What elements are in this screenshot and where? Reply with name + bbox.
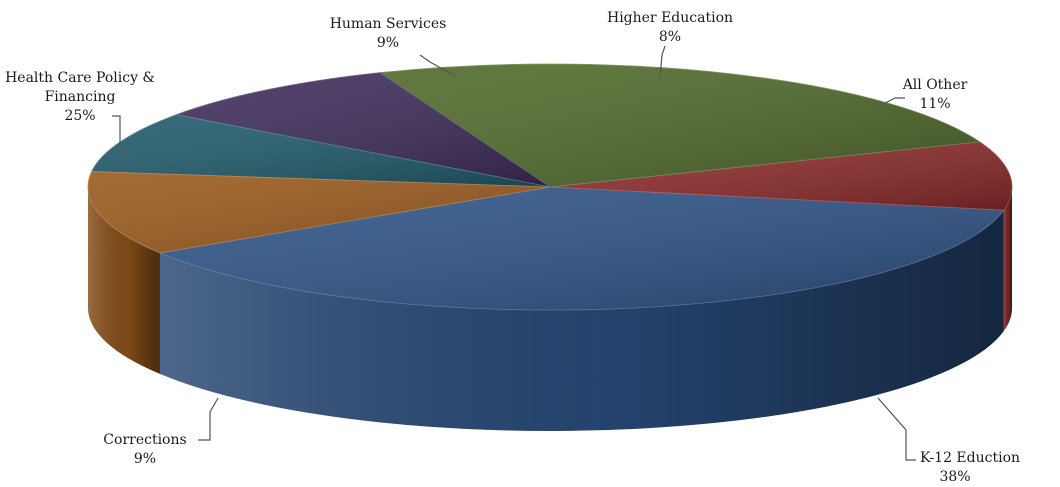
label-higher-value: 8%: [659, 29, 681, 45]
pie-slice-shade-k12: [159, 187, 1004, 310]
label-human-name: Human Services: [330, 16, 447, 32]
leader-human: [419, 54, 456, 77]
pie-slice-shade-other: [88, 171, 551, 253]
label-k12-name: K-12 Eduction: [920, 450, 1020, 466]
label-corrections-name: Corrections: [103, 432, 186, 448]
slice-labels: K-12 Eduction 38% Corrections 9% Health …: [5, 10, 1020, 485]
pie-side-shade-corrections: [1003, 187, 1012, 332]
label-corrections-value: 9%: [134, 451, 156, 467]
pie-slice-shade-human: [176, 72, 551, 187]
pie-side-shade-other: [88, 187, 160, 374]
pie-slice-shade-higher: [91, 114, 550, 187]
label-human-value: 9%: [377, 35, 399, 51]
leader-lines: [112, 45, 916, 461]
pie-tops: [87, 63, 1013, 311]
pie-side-shade-k12: [159, 210, 1004, 432]
label-other-name: All Other: [902, 77, 968, 93]
leader-hcpf: [112, 115, 126, 156]
label-other-value: 11%: [919, 96, 950, 112]
leader-other: [871, 97, 905, 111]
leader-k12: [877, 397, 916, 461]
pie-slice-shade-hcpf: [379, 63, 980, 187]
label-hcpf-line2: Financing: [45, 89, 116, 105]
leader-corrections: [198, 397, 219, 441]
pie-sides: [88, 187, 1012, 432]
label-hcpf-value: 25%: [64, 108, 95, 124]
label-higher-name: Higher Education: [607, 10, 733, 26]
leader-higher: [659, 45, 666, 79]
label-k12-value: 38%: [939, 469, 970, 485]
pie-slice-shade-corrections: [550, 141, 1013, 211]
label-hcpf-line1: Health Care Policy &: [5, 70, 155, 86]
